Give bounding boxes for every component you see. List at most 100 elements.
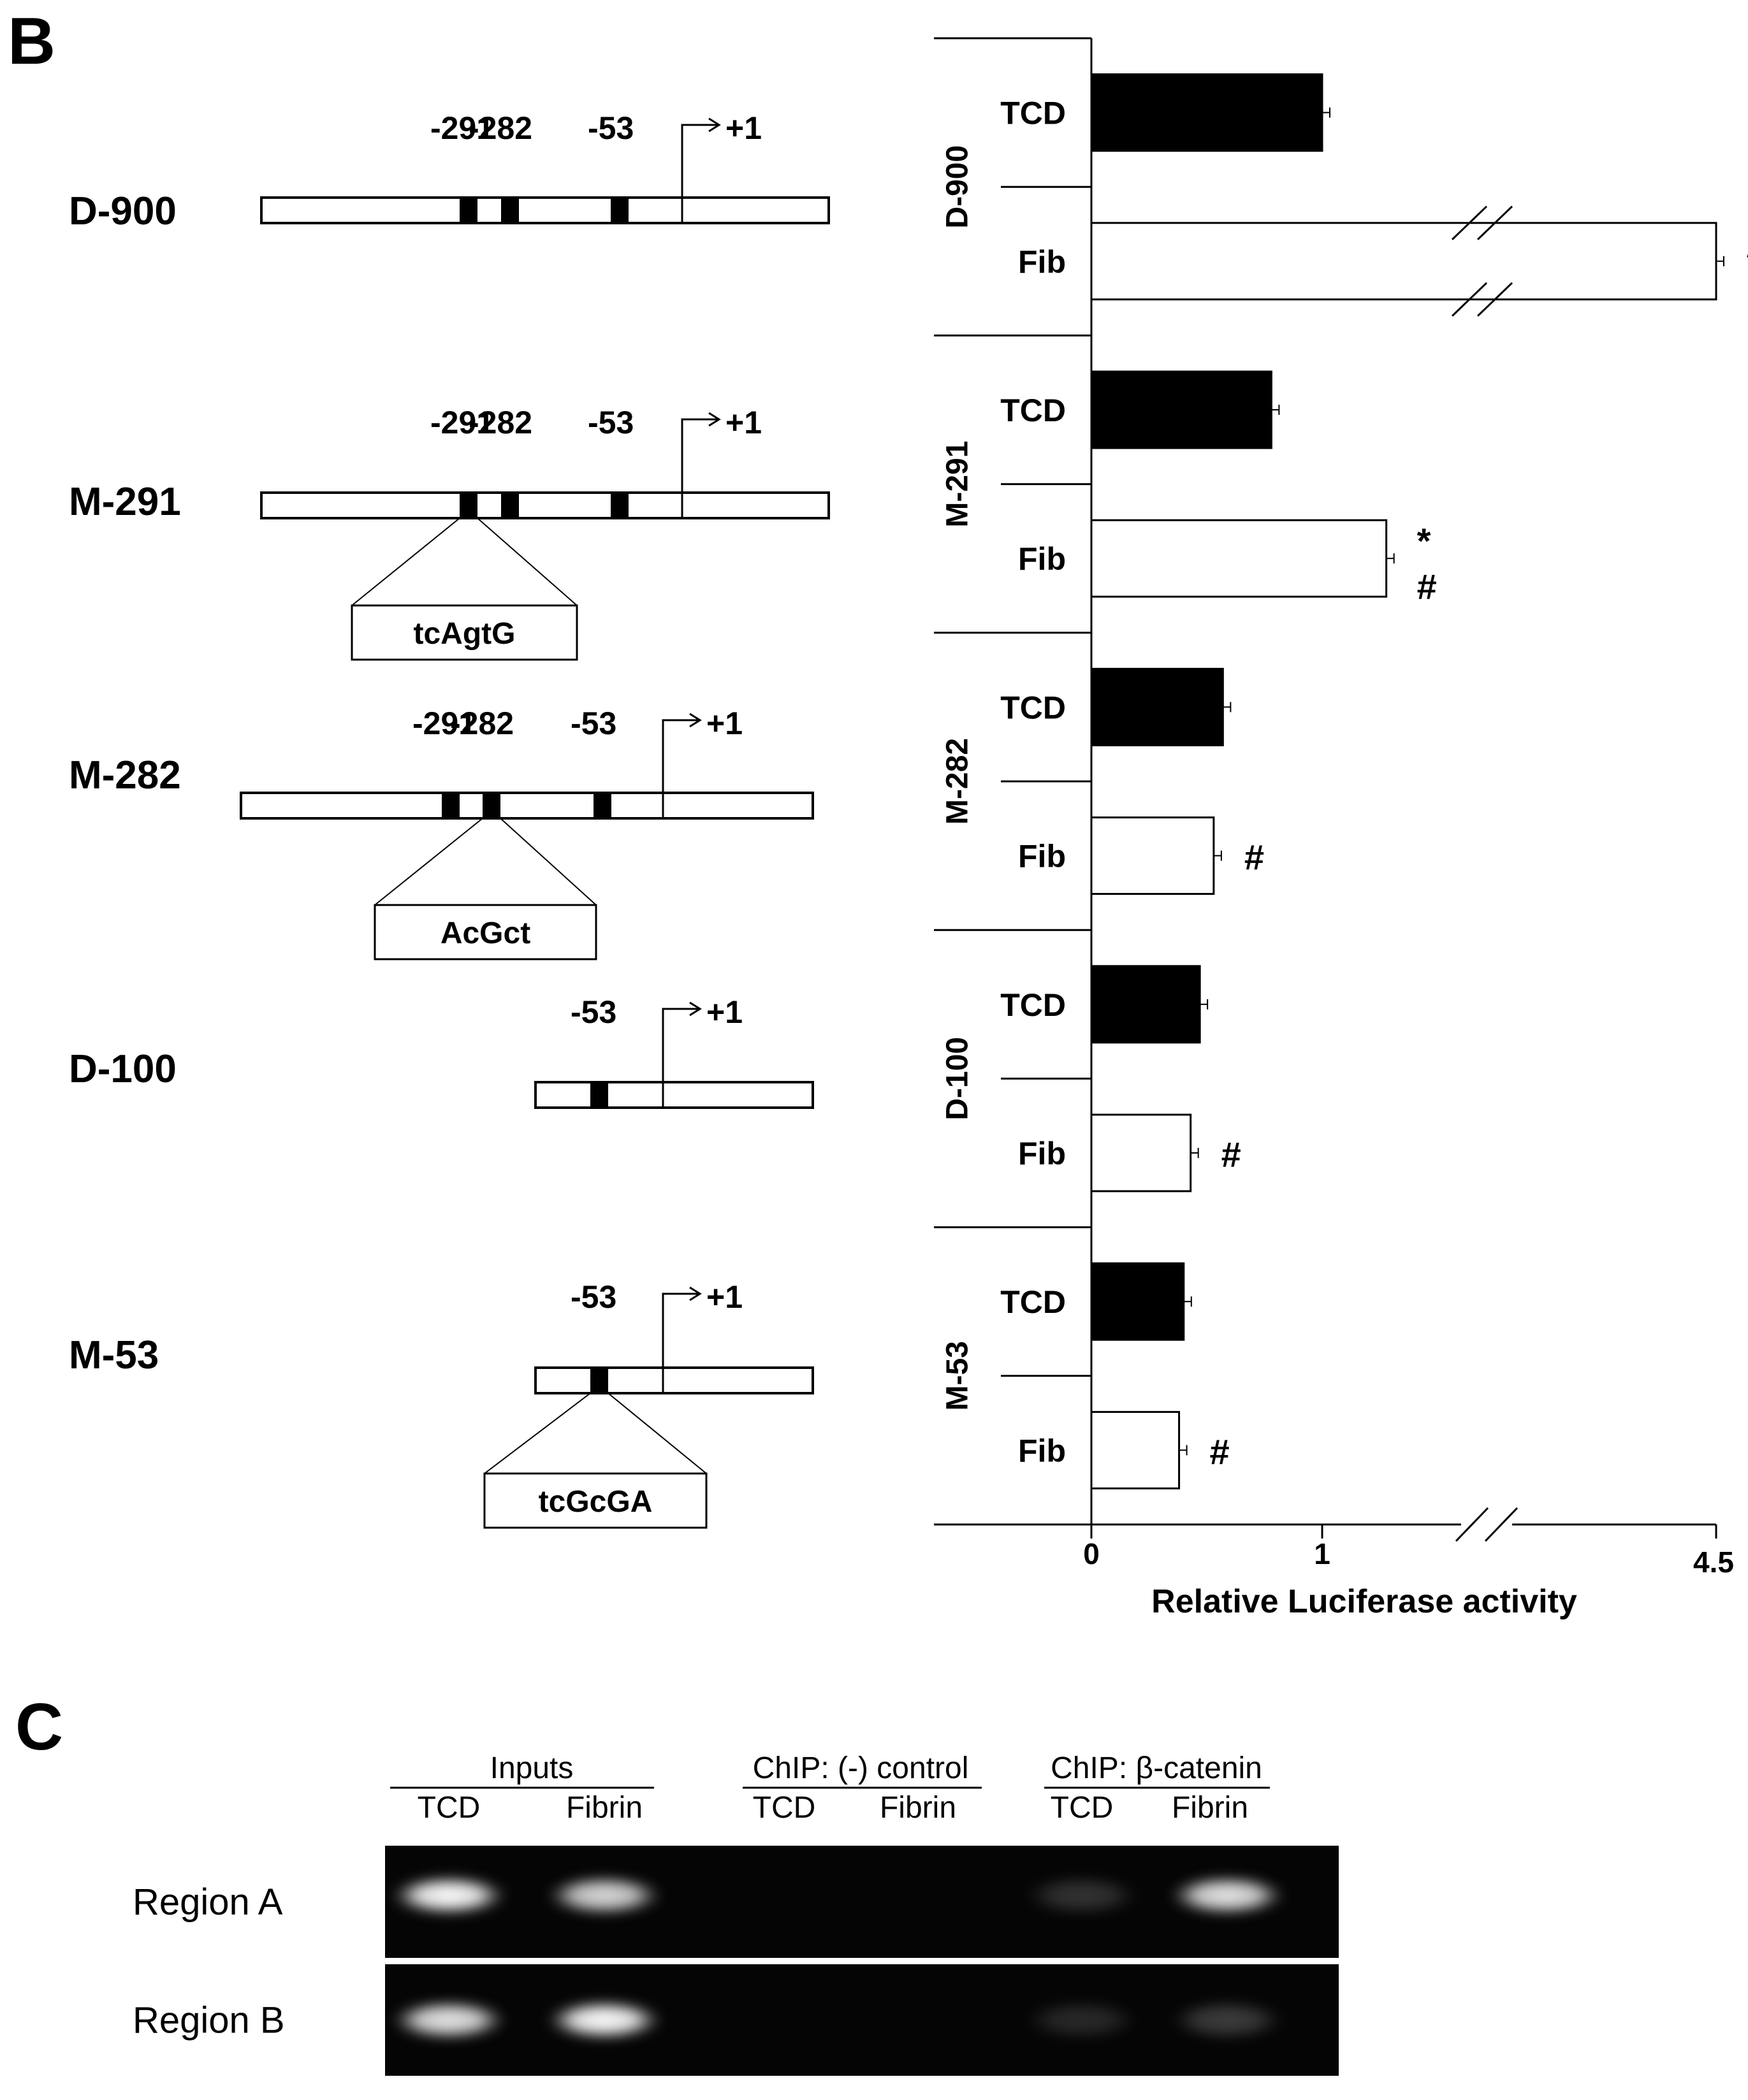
construct-d-900: D-900 -291-282 -53 +1: [69, 110, 830, 233]
mutation-box: [483, 1472, 708, 1529]
promoter-bar: [260, 196, 830, 224]
binding-site-box: [460, 493, 477, 518]
break-mark: [1451, 205, 1488, 240]
binding-site-box: [594, 793, 611, 818]
tss-label: +1: [706, 706, 743, 741]
tss-arrowhead: [689, 1001, 702, 1017]
promoter-constructs: D-900-291-282 -53 +1M-291-291-282 -53 +1tcAg…: [69, 110, 830, 1529]
tss-arrowhead: [689, 713, 702, 728]
x-axis-title: Relative Luciferase activity: [1151, 1583, 1577, 1620]
tss-label: +1: [725, 405, 762, 440]
tss-arrowhead: [689, 1286, 702, 1301]
gel-group-title: ChIP: (-) control: [753, 1751, 969, 1785]
construct-d-100: D-100 -53 +1: [69, 994, 814, 1109]
bar-group-m-282: M-282 TCD Fib #: [934, 632, 1264, 895]
callout-line: [484, 1393, 591, 1474]
tss-label: +1: [706, 994, 743, 1030]
binding-site-box: [501, 198, 519, 223]
callout-line: [477, 518, 578, 606]
tss-arrow: [662, 1293, 698, 1393]
bar-group-m-291: M-291 TCD Fib * #: [934, 334, 1437, 607]
luciferase-bar-chart: D-900TCDFib*M-291TCDFib*#M-282TCDFib#D-1…: [934, 37, 1748, 1620]
group-label: D-100: [941, 1037, 975, 1120]
gel-header: Inputs TCD Fibrin ChIP: (-) control TCD Fibri…: [390, 1751, 1270, 1825]
group-label: M-291: [941, 441, 975, 528]
gel-lane-label: Fibrin: [880, 1791, 956, 1825]
tss-label: +1: [725, 110, 762, 146]
binding-site-box: [590, 1368, 608, 1393]
tick-label: 0: [1083, 1537, 1100, 1570]
gel-band: [1169, 1875, 1286, 1916]
mutation-sequence: tcAgtG: [414, 617, 516, 651]
significance-mark: #: [1244, 837, 1264, 878]
axis-break-mark: [1484, 1507, 1519, 1542]
gel-row-a: Region A: [133, 1846, 1339, 1958]
binding-site-box: [483, 793, 500, 818]
construct-name: D-900: [69, 189, 177, 233]
position-label: -53: [571, 1279, 616, 1315]
gel-lane-label: Fibrin: [566, 1791, 643, 1825]
bar-category-label: TCD: [1000, 393, 1066, 428]
gel-band: [546, 1875, 663, 1916]
gel-group-title: ChIP: β-catenin: [1051, 1751, 1262, 1785]
gel-band: [1169, 1999, 1286, 2041]
gel-band: [546, 1999, 663, 2041]
callout-line: [351, 518, 460, 606]
bar-category-label: TCD: [1000, 96, 1066, 131]
gel-lane-label: TCD: [1051, 1791, 1114, 1825]
promoter-bar: [534, 1081, 814, 1109]
break-mark: [1476, 205, 1513, 240]
bar: [1090, 816, 1215, 895]
mutation-sequence: AcGct: [441, 916, 530, 950]
gel-row-b: Region B: [133, 1964, 1339, 2076]
bar: [1090, 1410, 1181, 1489]
construct-m-291: M-291 -291-282 -53 +1 tcAgtG: [69, 405, 830, 661]
bar-category-label: TCD: [1000, 690, 1066, 725]
position-label: -53: [588, 405, 634, 440]
tick-label: 1: [1314, 1537, 1330, 1570]
promoter-bar: [534, 1366, 814, 1394]
gel-lane-label: Fibrin: [1172, 1791, 1248, 1825]
group-label: M-53: [941, 1341, 975, 1410]
tss-arrow: [662, 1008, 698, 1108]
break-mark: [1476, 282, 1513, 317]
construct-m-53: M-53 -53 +1 tcGcGA: [69, 1279, 814, 1529]
position-label: -282: [469, 110, 532, 146]
gel-band: [1023, 1999, 1140, 2041]
binding-site-box: [501, 493, 519, 518]
gel-band: [390, 1875, 507, 1916]
binding-site-box: [590, 1082, 608, 1108]
bar: [1090, 1262, 1185, 1341]
bar: [1090, 370, 1272, 449]
position-label: -291: [412, 706, 476, 741]
construct-name: M-282: [69, 753, 181, 797]
bar: [1090, 667, 1224, 746]
position-label: -291: [430, 405, 494, 440]
bar-category-label: Fib: [1018, 1433, 1066, 1468]
chip-gel: Region A Region B: [133, 1846, 1339, 2076]
break-mark: [1451, 282, 1488, 317]
panel-c-letter: C: [15, 1690, 63, 1764]
bar: [1090, 222, 1717, 301]
construct-name: M-291: [69, 480, 181, 524]
significance-mark: #: [1210, 1431, 1230, 1472]
bar-category-label: Fib: [1018, 244, 1066, 280]
tick-label: 4.5: [1693, 1546, 1734, 1579]
bar-group-d-100: D-100 TCD Fib #: [934, 929, 1241, 1192]
significance-mark: *: [1417, 521, 1431, 561]
group-label: M-282: [941, 738, 975, 825]
position-label: -291: [430, 110, 494, 146]
gel-lane-label: TCD: [753, 1791, 816, 1825]
callout-line: [608, 1393, 707, 1474]
group-label: D-900: [941, 145, 975, 229]
gel-row-label: Region A: [133, 1881, 283, 1923]
bar: [1090, 965, 1201, 1044]
mutation-box: [351, 604, 578, 661]
gel-band: [390, 1999, 507, 2041]
tss-arrowhead: [708, 412, 721, 427]
gel-row-label: Region B: [133, 2000, 285, 2041]
bar-group-d-900: D-900 TCD Fib *: [941, 73, 1748, 317]
panel-b-letter: B: [8, 4, 55, 78]
position-label: -53: [571, 706, 616, 741]
